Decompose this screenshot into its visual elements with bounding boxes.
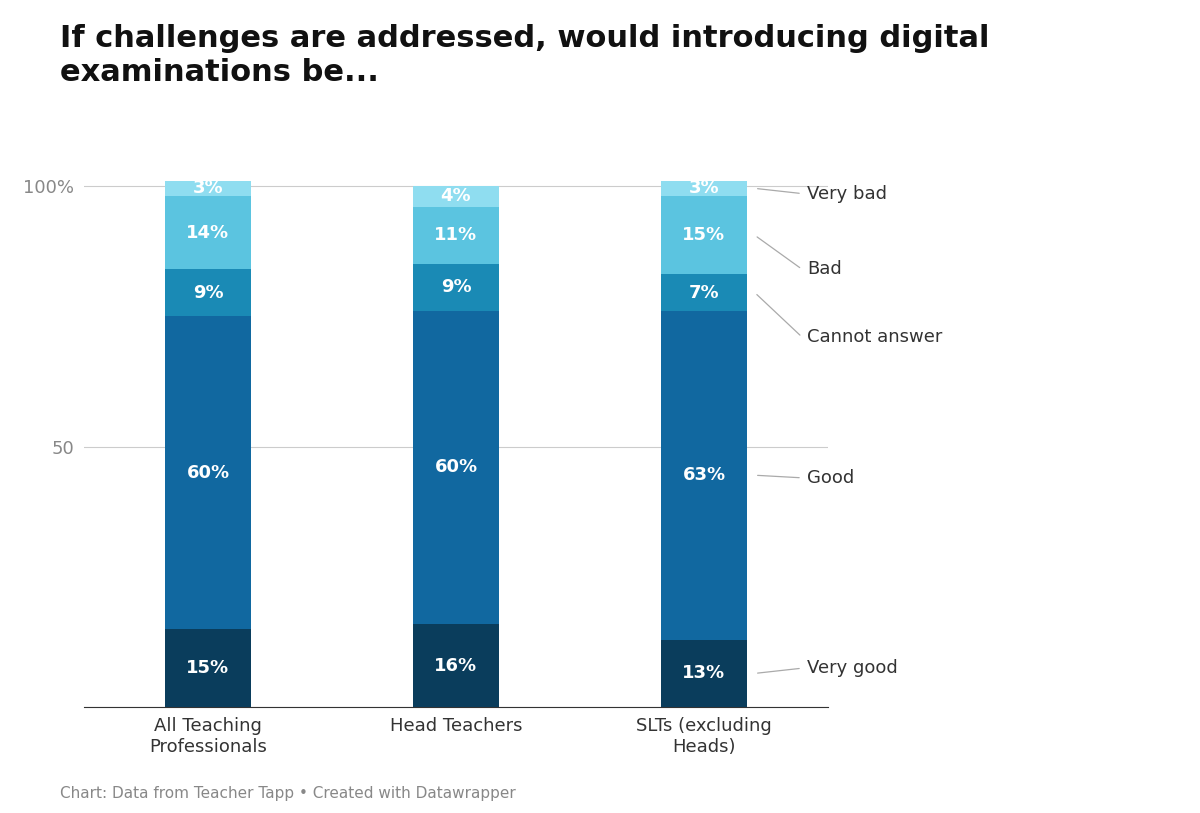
Bar bbox=[413, 264, 499, 311]
Bar bbox=[413, 207, 499, 264]
Bar bbox=[660, 311, 748, 640]
Text: 11%: 11% bbox=[434, 226, 478, 245]
Bar bbox=[164, 180, 252, 196]
Text: If challenges are addressed, would introducing digital
examinations be...: If challenges are addressed, would intro… bbox=[60, 24, 990, 87]
Text: 7%: 7% bbox=[689, 284, 719, 302]
Bar bbox=[164, 316, 252, 629]
Bar bbox=[413, 185, 499, 207]
Text: Very bad: Very bad bbox=[806, 185, 887, 202]
Text: Chart: Data from Teacher Tapp • Created with Datawrapper: Chart: Data from Teacher Tapp • Created … bbox=[60, 786, 516, 801]
Text: Very good: Very good bbox=[806, 659, 898, 677]
Text: 63%: 63% bbox=[683, 466, 726, 485]
Text: 60%: 60% bbox=[186, 463, 229, 481]
Text: 15%: 15% bbox=[683, 226, 726, 245]
Text: 13%: 13% bbox=[683, 664, 726, 682]
Text: 15%: 15% bbox=[186, 659, 229, 677]
Bar bbox=[164, 269, 252, 316]
Bar bbox=[164, 196, 252, 269]
Bar bbox=[660, 196, 748, 275]
Bar bbox=[413, 311, 499, 624]
Bar bbox=[660, 180, 748, 196]
Text: 4%: 4% bbox=[440, 187, 472, 205]
Bar bbox=[660, 640, 748, 707]
Text: 3%: 3% bbox=[689, 180, 719, 198]
Bar bbox=[660, 275, 748, 311]
Text: 3%: 3% bbox=[193, 180, 223, 198]
Text: 60%: 60% bbox=[434, 459, 478, 476]
Text: 9%: 9% bbox=[440, 279, 472, 297]
Text: Cannot answer: Cannot answer bbox=[806, 328, 942, 346]
Text: 16%: 16% bbox=[434, 657, 478, 675]
Text: Good: Good bbox=[806, 469, 854, 487]
Text: 14%: 14% bbox=[186, 224, 229, 241]
Bar bbox=[413, 624, 499, 707]
Text: Bad: Bad bbox=[806, 260, 841, 278]
Text: 9%: 9% bbox=[193, 284, 223, 302]
Bar bbox=[164, 629, 252, 707]
